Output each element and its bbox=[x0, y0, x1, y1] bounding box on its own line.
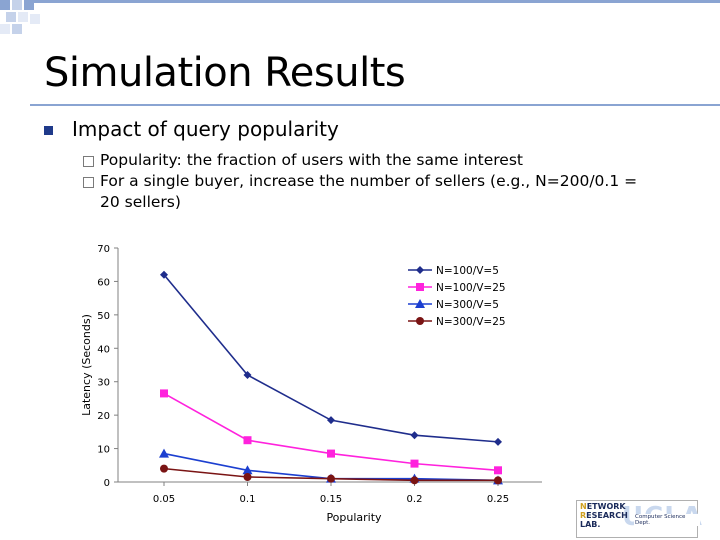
data-point bbox=[410, 459, 419, 468]
bullet-text: Impact of query popularity bbox=[72, 117, 339, 141]
slide-title: Simulation Results bbox=[44, 50, 406, 96]
x-tick-label: 0.25 bbox=[487, 494, 509, 505]
x-axis-label: Popularity bbox=[326, 511, 382, 524]
top-rule bbox=[30, 0, 720, 3]
data-point bbox=[410, 431, 419, 440]
y-tick-label: 20 bbox=[97, 411, 110, 422]
latency-chart: 0 10 20 30 40 50 60 70 0.05 0.1 0.15 0.2 0.25 Popular… bbox=[80, 244, 542, 524]
data-point bbox=[416, 317, 424, 325]
series-line-2 bbox=[163, 392, 499, 472]
title-rule bbox=[30, 104, 720, 106]
legend-label: N=300/V=25 bbox=[436, 316, 506, 328]
y-tick-label: 10 bbox=[97, 445, 110, 456]
data-point bbox=[160, 389, 168, 398]
y-tick-label: 0 bbox=[104, 478, 110, 489]
x-tick-label: 0.2 bbox=[407, 494, 423, 505]
legend-label: N=100/V=5 bbox=[436, 265, 499, 277]
data-point bbox=[327, 449, 335, 458]
data-point bbox=[410, 476, 419, 485]
data-point bbox=[416, 266, 424, 274]
data-point bbox=[494, 476, 502, 485]
decorative-squares bbox=[0, 0, 40, 34]
y-tick-label: 30 bbox=[97, 378, 110, 389]
data-point bbox=[327, 474, 335, 483]
data-point bbox=[494, 437, 502, 446]
data-point bbox=[416, 283, 424, 291]
legend-label: N=300/V=5 bbox=[436, 299, 499, 311]
y-tick-label: 60 bbox=[97, 277, 110, 288]
bullet-square-icon bbox=[44, 126, 53, 135]
data-point bbox=[494, 466, 502, 475]
x-tick-label: 0.1 bbox=[240, 494, 256, 505]
data-point bbox=[415, 299, 425, 308]
data-point bbox=[160, 464, 168, 473]
sub-bullet-2: For a single buyer, increase the number … bbox=[100, 172, 638, 211]
legend-label: N=100/V=25 bbox=[436, 282, 506, 294]
y-tick-label: 70 bbox=[97, 244, 110, 255]
data-point bbox=[242, 465, 253, 475]
y-axis-label: Latency (Seconds) bbox=[80, 314, 93, 416]
y-tick-label: 50 bbox=[97, 311, 110, 322]
y-tick-label: 40 bbox=[97, 344, 110, 355]
sub-bullet-1: Popularity: the fraction of users with t… bbox=[100, 151, 523, 169]
data-point bbox=[243, 436, 252, 445]
checkbox-bullet-icon bbox=[83, 156, 94, 167]
data-point bbox=[327, 416, 335, 425]
x-tick-label: 0.05 bbox=[153, 494, 175, 505]
checkbox-bullet-icon bbox=[83, 177, 94, 188]
data-point bbox=[243, 472, 252, 481]
data-point bbox=[243, 371, 252, 380]
data-point bbox=[159, 448, 169, 458]
x-tick-label: 0.15 bbox=[320, 494, 342, 505]
network-research-lab-logo: UCLA NETWORK RESEARCH LAB. Computer Scie… bbox=[570, 498, 702, 538]
data-point bbox=[160, 270, 168, 279]
